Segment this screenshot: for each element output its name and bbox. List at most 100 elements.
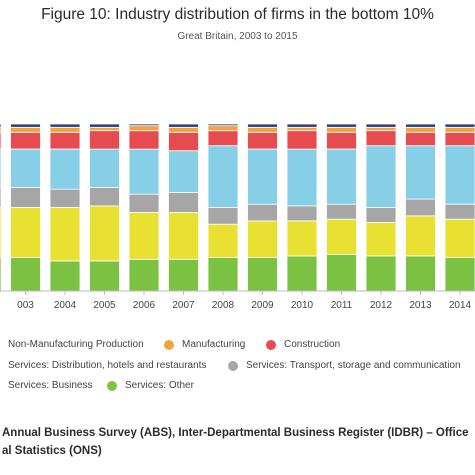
bar-segment-2003 [10,257,41,292]
bar-segment-2014 [444,126,475,133]
bar-segment-2012 [365,255,397,292]
bar-segment-2011 [326,218,357,255]
bar-segment-2010 [286,220,318,257]
bar-segment-2002 [0,123,2,128]
bar-segment-2004 [49,126,81,133]
bar-segment-2007 [168,258,199,292]
x-tick-label: 2012 [370,300,393,311]
source-line-2: al Statistics (ONS) [2,445,102,457]
x-tick-label: 2011 [331,300,353,311]
bar-segment-2012 [365,126,397,132]
x-tick-label: 2005 [93,300,116,311]
legend-item-construction: Construction [266,339,340,350]
bar-segment-2011 [326,148,357,205]
bar-segment-2010 [286,126,318,132]
bar-segment-2008 [207,223,239,258]
chart-subtitle: Great Britain, 2003 to 2015 [177,31,298,42]
legend-label: Manufacturing [182,339,246,350]
legend-label: Services: Business [8,380,93,391]
bar-segment-2003 [10,126,41,133]
bar-segment-2012 [365,222,397,257]
chart-title: Figure 10: Industry distribution of firm… [41,6,434,23]
bar-segment-2002 [0,148,2,188]
bar-segment-2014 [444,257,475,292]
bar-segment-2009 [247,257,278,292]
bar-segment-2009 [247,123,278,128]
bar-segment-2008 [207,125,239,132]
x-tick-label: 2007 [172,300,195,311]
bar-segment-2005 [89,148,120,188]
bar-segment-2007 [168,123,199,128]
legend-label: Services: Distribution, hotels and resta… [8,360,207,371]
legend-item-non-manufacturing: Non-Manufacturing Production [0,339,144,350]
bar-segment-2006 [128,212,160,260]
bar-segment-2008 [207,145,239,208]
bar-segment-2005 [89,130,120,150]
legend-item-other: Services: Other [107,380,194,391]
legend-swatch-other [107,380,117,391]
bar-segment-2011 [326,253,357,292]
bar-segment-2003 [10,187,41,208]
legend-swatch-construction [266,339,276,350]
bar-segment-2011 [326,126,357,133]
bar-segment-2002 [0,257,2,292]
bar-segment-2010 [286,205,318,222]
bar-segment-2003 [10,123,41,128]
x-tick-label: 2009 [251,300,274,311]
bar-segment-2012 [365,145,397,208]
bar-segment-2008 [207,130,239,147]
bar-segment-2004 [49,260,81,292]
bar-segment-2002 [0,207,2,258]
bar-segment-2009 [247,131,278,150]
bar-segment-2010 [286,123,318,128]
bar-segment-2013 [405,215,436,257]
bar-segment-2008 [207,123,239,127]
bar-segment-2004 [49,207,81,262]
bar-segment-2007 [168,131,199,152]
bar-segment-2006 [128,148,160,195]
bar-segment-2013 [405,198,436,217]
bar-segment-2005 [89,126,120,132]
bar-segment-2002 [0,131,2,150]
legend-item-manufacturing: Manufacturing [164,339,245,350]
source-note: Annual Business Survey (ABS), Inter-Depa… [2,424,469,460]
stacked-bar-chart: 003 2004 2005 2006 2007 2008 2009 2010 2011 2012 2… [0,123,475,311]
bar-segment-2013 [405,126,436,133]
bar-segment-2010 [286,255,318,292]
legend-label: Non-Manufacturing Production [8,339,144,350]
bar-segment-2005 [89,205,120,262]
bar-segment-2009 [247,220,278,258]
bar-segment-2003 [10,148,41,188]
legend-swatch-manufacturing [164,339,174,350]
bar-segment-2005 [89,260,120,292]
bar-segment-2012 [365,123,397,128]
legend-label: Services: Other [125,380,194,391]
legend-item-transport: Services: Transport, storage and communi… [228,360,461,371]
bar-segment-2012 [365,207,397,223]
bar-segment-2008 [207,207,239,225]
bar-segment-2014 [444,123,475,128]
x-tick-label: 2004 [54,300,77,311]
bar-segment-2007 [168,126,199,133]
bar-segment-2006 [128,125,160,132]
bar-segment-2011 [326,131,357,150]
x-tick-label: 2014 [449,300,472,311]
bar-segment-2011 [326,123,357,128]
bar-segment-2013 [405,123,436,128]
legend-item-business: Services: Business [0,380,92,391]
bar-segment-2014 [444,218,475,258]
bar-segment-2002 [0,126,2,133]
bar-segment-2004 [49,188,81,208]
bar-segment-2007 [168,192,199,213]
x-tick-label: 2008 [212,300,235,311]
bar-segment-2014 [444,145,475,205]
bar-segment-2008 [207,257,239,292]
bar-segment-2004 [49,123,81,128]
bar-segment-2011 [326,203,357,220]
x-tick-label: 2010 [291,300,314,311]
bar-segment-2003 [10,131,41,150]
bar-segment-2009 [247,126,278,133]
bar-segment-2012 [365,130,397,147]
bar-segment-2013 [405,131,436,147]
bar-segment-2004 [49,131,81,150]
